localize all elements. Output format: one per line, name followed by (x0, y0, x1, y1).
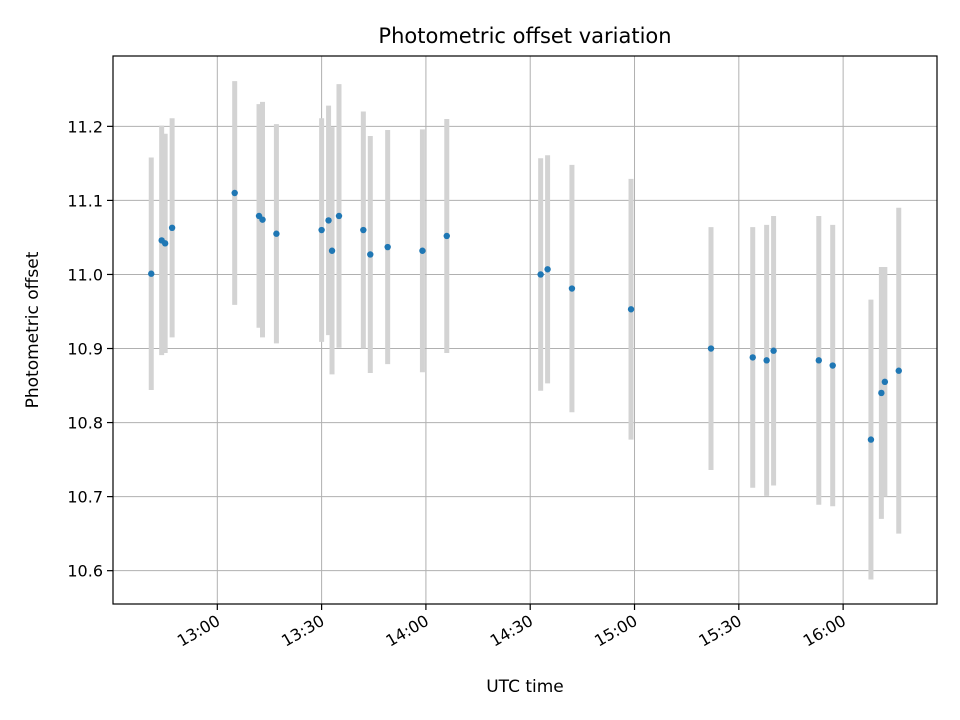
data-point (895, 367, 902, 374)
data-point (878, 389, 885, 397)
y-tick-label: 11.2 (67, 117, 103, 136)
data-point (443, 232, 450, 240)
data-point (815, 357, 822, 364)
y-tick-label: 11.0 (67, 265, 103, 284)
data-point (419, 247, 426, 254)
data-point (231, 189, 238, 197)
data-point (763, 357, 770, 364)
data-points (148, 189, 902, 443)
data-point (273, 230, 280, 237)
y-axis-label: Photometric offset (23, 251, 43, 408)
data-point (318, 226, 325, 234)
data-point (148, 270, 155, 277)
data-point (568, 285, 576, 292)
data-point (168, 224, 176, 232)
chart-title: Photometric offset variation (378, 24, 671, 48)
data-point (627, 306, 635, 313)
data-point (749, 354, 756, 361)
data-point (537, 271, 544, 278)
y-tick-label: 10.7 (67, 488, 103, 507)
plot-frame (112, 55, 938, 605)
y-tick-label: 10.6 (67, 562, 103, 581)
data-point (770, 347, 777, 354)
data-point (867, 436, 875, 443)
y-tick-label: 11.1 (67, 191, 103, 210)
data-point (328, 247, 336, 254)
data-point (325, 217, 332, 224)
x-axis-label: UTC time (486, 677, 564, 697)
data-point (259, 216, 266, 223)
data-point (161, 240, 169, 247)
data-point (707, 345, 715, 352)
y-tick-label: 10.9 (67, 340, 103, 359)
data-point (829, 362, 836, 369)
data-point (360, 226, 367, 234)
data-point (544, 266, 551, 273)
data-point (384, 243, 391, 251)
data-point (367, 251, 374, 258)
y-tick-label: 10.8 (67, 414, 103, 433)
data-point (881, 378, 889, 386)
data-point (335, 212, 343, 220)
